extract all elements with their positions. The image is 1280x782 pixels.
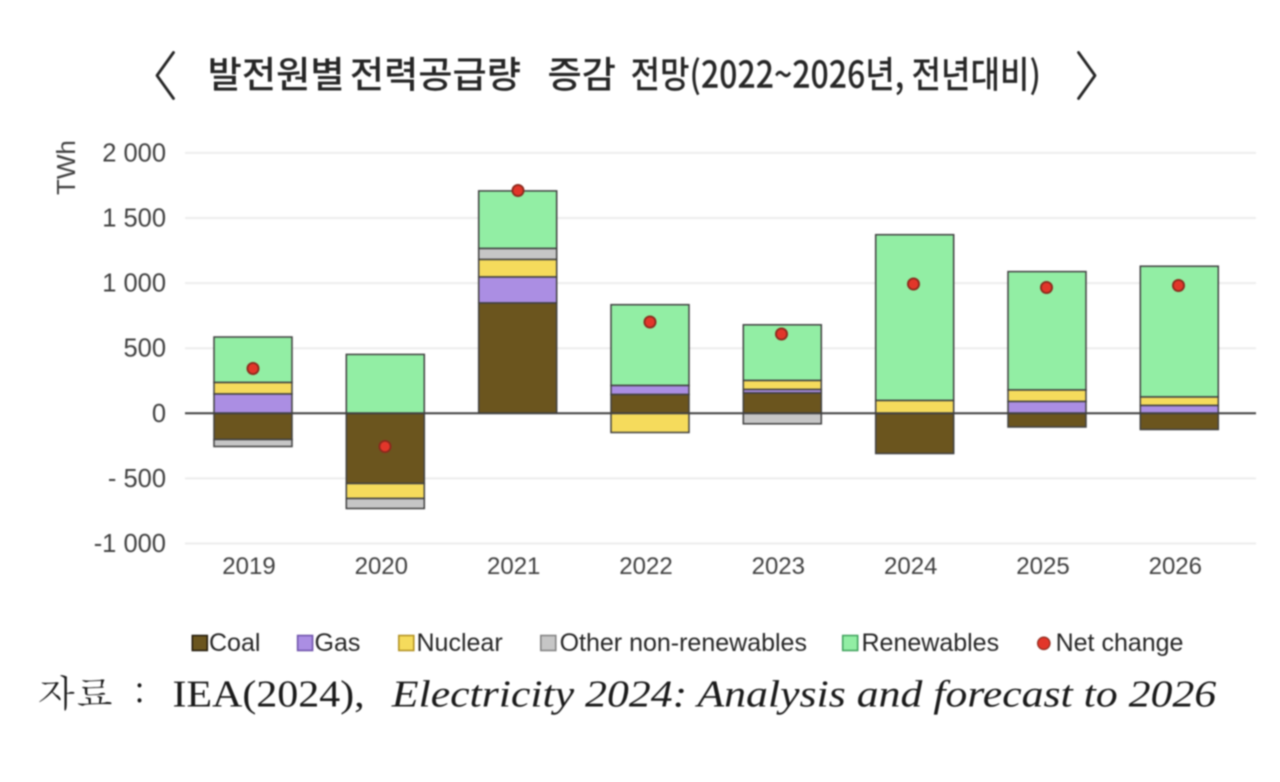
svg-text:-1 000: -1 000 <box>94 530 166 558</box>
svg-text:2020: 2020 <box>355 553 408 580</box>
svg-text:Gas: Gas <box>315 629 361 657</box>
svg-text:2 000: 2 000 <box>102 139 166 167</box>
svg-text:500: 500 <box>123 335 166 363</box>
svg-text:2022: 2022 <box>619 553 672 580</box>
svg-text:2024: 2024 <box>884 553 937 580</box>
svg-text:2023: 2023 <box>752 553 805 580</box>
svg-text:- 500: - 500 <box>108 465 166 493</box>
svg-text:1 000: 1 000 <box>102 270 166 298</box>
svg-text:2025: 2025 <box>1016 553 1069 580</box>
svg-text:Other non-renewables: Other non-renewables <box>560 629 807 657</box>
svg-text:Renewables: Renewables <box>862 629 1000 657</box>
svg-text:2021: 2021 <box>487 553 540 580</box>
svg-text:0: 0 <box>152 400 166 428</box>
svg-text:2019: 2019 <box>222 553 275 580</box>
svg-text:TWh: TWh <box>51 140 81 195</box>
svg-text:Net change: Net change <box>1056 629 1184 657</box>
svg-text:2026: 2026 <box>1149 553 1202 580</box>
svg-text:Coal: Coal <box>209 629 260 657</box>
svg-text:Nuclear: Nuclear <box>417 629 503 657</box>
svg-text:1 500: 1 500 <box>102 205 166 233</box>
